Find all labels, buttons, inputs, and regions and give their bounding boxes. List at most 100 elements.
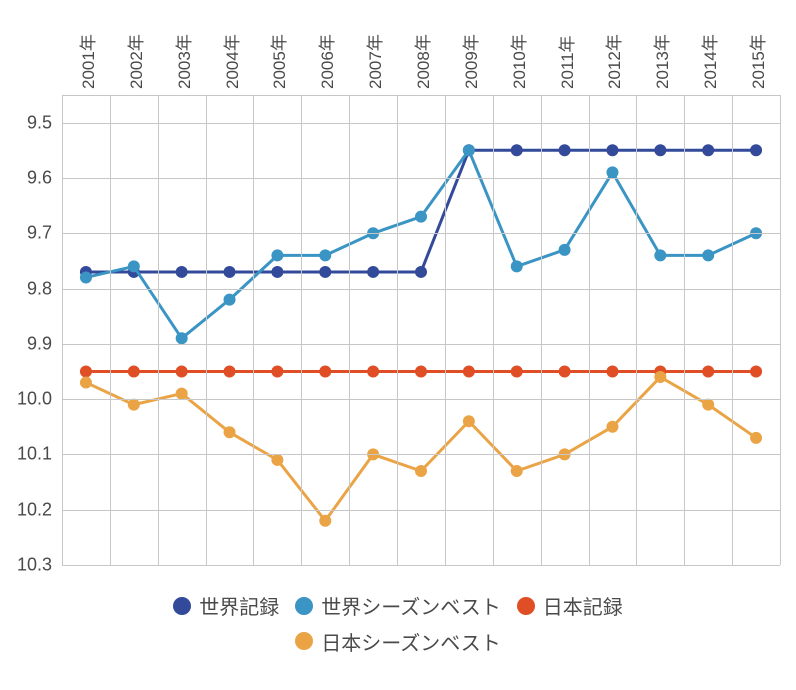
legend: 世界記録 世界シーズンベスト 日本記録日本シーズンベスト <box>0 585 796 662</box>
series-marker <box>702 249 714 261</box>
series-marker <box>224 266 236 278</box>
series-marker <box>463 144 475 156</box>
gridline-v <box>301 95 302 565</box>
legend-item: 世界シーズンベスト <box>295 591 500 620</box>
series-marker <box>463 365 475 377</box>
series-marker <box>128 365 140 377</box>
series-marker <box>271 249 283 261</box>
series-marker <box>415 211 427 223</box>
gridline-v <box>253 95 254 565</box>
series-marker <box>559 144 571 156</box>
x-tick-label: 2010年 <box>505 34 517 89</box>
legend-label: 世界記録 <box>199 591 279 620</box>
y-tick-label: 9.6 <box>27 167 62 188</box>
series-marker <box>654 144 666 156</box>
x-tick-label: 2002年 <box>122 34 134 89</box>
gridline-v <box>110 95 111 565</box>
gridline-h <box>62 233 780 234</box>
series-marker <box>415 266 427 278</box>
gridline-h <box>62 344 780 345</box>
y-tick-label: 10.1 <box>17 444 62 465</box>
gridline-v <box>445 95 446 565</box>
series-marker <box>367 365 379 377</box>
series-marker <box>511 144 523 156</box>
series-marker <box>224 294 236 306</box>
gridline-v <box>397 95 398 565</box>
x-tick-label: 2014年 <box>696 34 708 89</box>
series-marker <box>319 515 331 527</box>
series-marker <box>606 144 618 156</box>
series-marker <box>224 426 236 438</box>
gridline-h <box>62 178 780 179</box>
x-tick-label: 2012年 <box>600 34 612 89</box>
gridline-v <box>158 95 159 565</box>
series-marker <box>606 421 618 433</box>
y-tick-label: 10.0 <box>17 389 62 410</box>
series-marker <box>224 365 236 377</box>
series-marker <box>559 244 571 256</box>
series-marker <box>415 465 427 477</box>
series-marker <box>80 271 92 283</box>
y-tick-label: 10.2 <box>17 499 62 520</box>
x-tick-label: 2007年 <box>361 34 373 89</box>
line-chart: 9.59.69.79.89.910.010.110.210.32001年2002… <box>0 0 796 690</box>
series-marker <box>463 415 475 427</box>
series-marker <box>750 144 762 156</box>
gridline-v <box>684 95 685 565</box>
legend-label: 世界シーズンベスト <box>321 591 500 620</box>
series-marker <box>319 249 331 261</box>
plot-area: 9.59.69.79.89.910.010.110.210.32001年2002… <box>62 95 780 565</box>
gridline-v <box>493 95 494 565</box>
legend-label: 日本シーズンベスト <box>321 627 500 656</box>
series-marker <box>750 432 762 444</box>
legend-item: 日本記録 <box>517 591 623 620</box>
series-marker <box>511 365 523 377</box>
series-marker <box>511 260 523 272</box>
gridline-v <box>589 95 590 565</box>
y-tick-label: 9.8 <box>27 278 62 299</box>
x-tick-label: 2005年 <box>265 34 277 89</box>
legend-dot-icon <box>173 597 191 615</box>
gridline-h <box>62 399 780 400</box>
x-tick-label: 2006年 <box>313 34 325 89</box>
y-tick-label: 9.7 <box>27 223 62 244</box>
series-marker <box>271 454 283 466</box>
series-marker <box>80 365 92 377</box>
x-tick-label: 2001年 <box>74 34 86 89</box>
x-tick-label: 2004年 <box>218 34 230 89</box>
series-marker <box>702 399 714 411</box>
gridline-v <box>732 95 733 565</box>
legend-dot-icon <box>295 597 313 615</box>
gridline-v <box>636 95 637 565</box>
legend-label: 日本記録 <box>543 591 623 620</box>
series-marker <box>271 266 283 278</box>
series-marker <box>176 388 188 400</box>
x-tick-label: 2003年 <box>170 34 182 89</box>
series-marker <box>176 332 188 344</box>
gridline-v <box>62 95 63 565</box>
x-tick-label: 2009年 <box>457 34 469 89</box>
y-tick-label: 9.9 <box>27 333 62 354</box>
legend-dot-icon <box>517 597 535 615</box>
series-marker <box>702 144 714 156</box>
series-marker <box>128 260 140 272</box>
series-marker <box>176 266 188 278</box>
series-marker <box>415 365 427 377</box>
legend-item: 日本シーズンベスト <box>295 627 500 656</box>
gridline-v <box>541 95 542 565</box>
gridline-v <box>206 95 207 565</box>
y-tick-label: 10.3 <box>17 555 62 576</box>
series-marker <box>80 377 92 389</box>
series-marker <box>271 365 283 377</box>
x-tick-label: 2015年 <box>744 34 756 89</box>
series-marker <box>654 249 666 261</box>
series-marker <box>606 365 618 377</box>
gridline-h <box>62 510 780 511</box>
series-marker <box>702 365 714 377</box>
series-marker <box>367 266 379 278</box>
series-marker <box>128 399 140 411</box>
legend-dot-icon <box>295 632 313 650</box>
series-marker <box>606 166 618 178</box>
series-marker <box>319 266 331 278</box>
series-marker <box>176 365 188 377</box>
